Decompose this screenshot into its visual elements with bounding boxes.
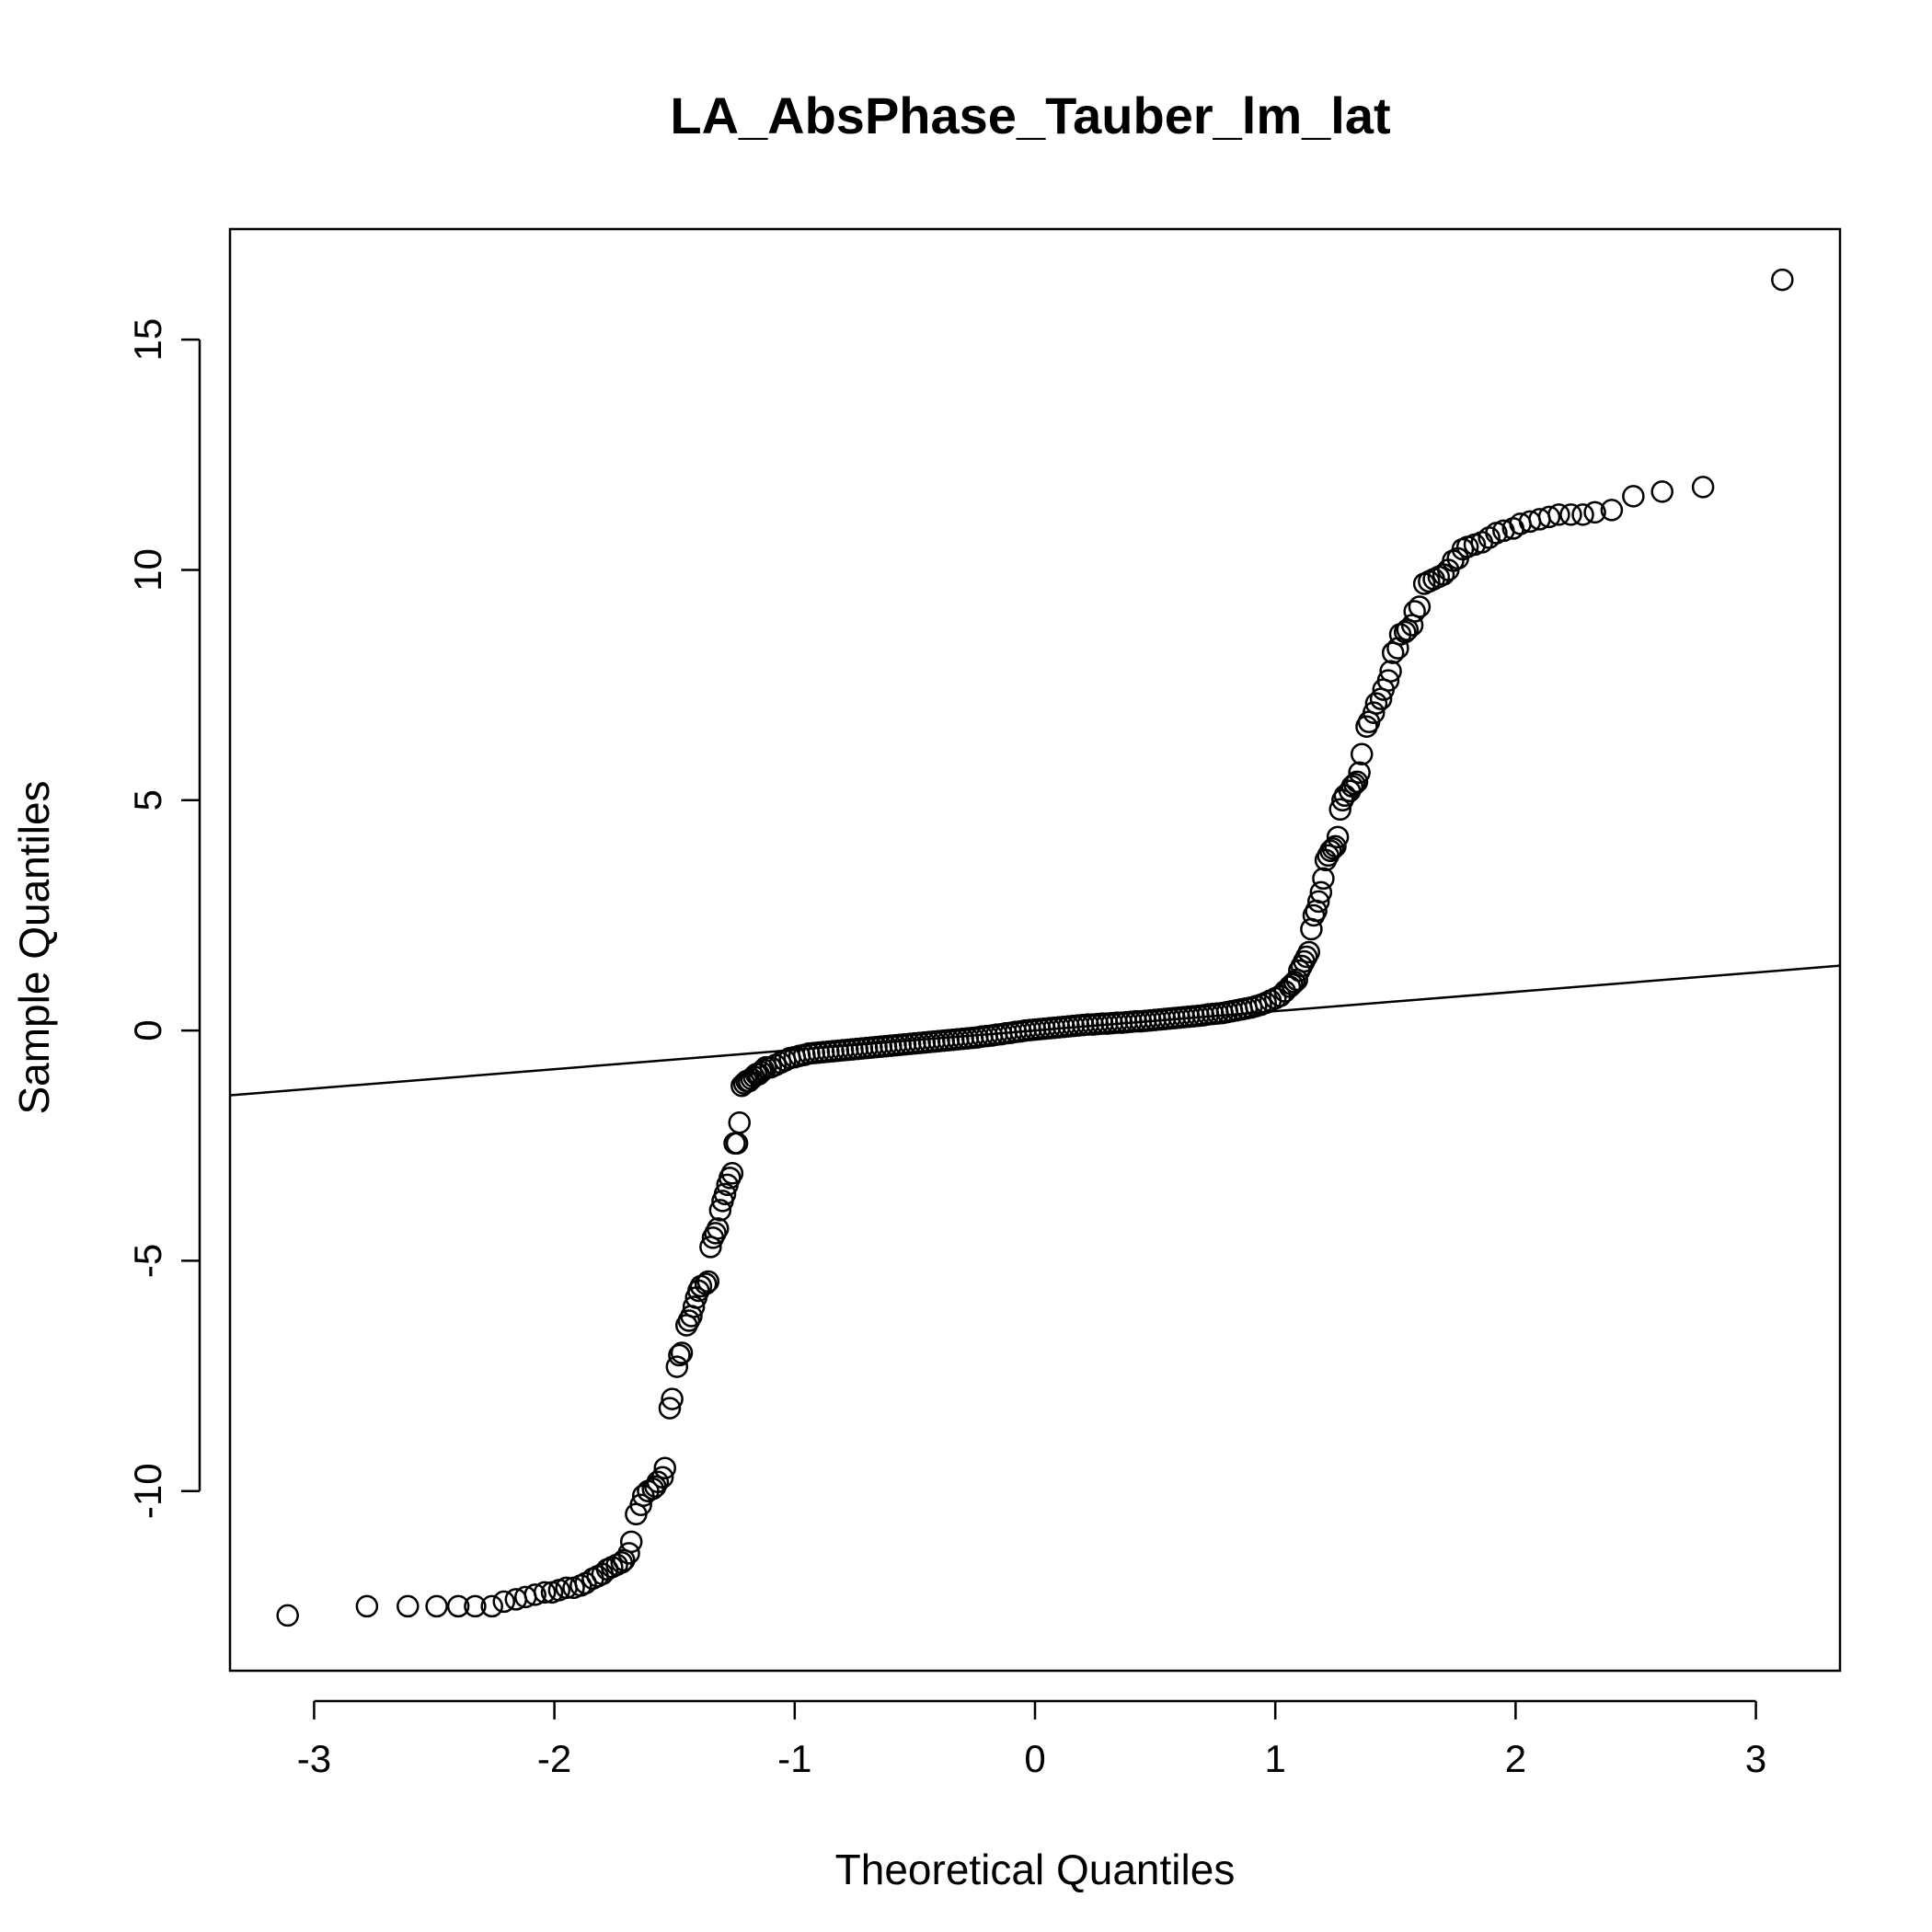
y-tick-label: 5: [126, 789, 169, 811]
data-point: [619, 1530, 643, 1554]
data-point: [1348, 761, 1371, 785]
data-point: [1350, 742, 1374, 765]
data-point: [1381, 641, 1405, 664]
data-point: [682, 1295, 706, 1318]
y-axis: -10 -5 0 5 10 15: [126, 318, 201, 1519]
data-point: [706, 1217, 730, 1240]
data-point: [629, 1493, 652, 1517]
data-point: [719, 1167, 742, 1190]
data-point: [646, 1470, 670, 1493]
y-tick-label: 15: [126, 318, 169, 362]
x-tick-label: 1: [1265, 1737, 1286, 1780]
x-tick-label: -1: [777, 1737, 811, 1780]
data-point: [1771, 268, 1794, 292]
chart-title: LA_AbsPhase_Tauber_lm_lat: [670, 86, 1390, 144]
x-axis: -3 -2 -1 0 1 2 3: [297, 1699, 1766, 1780]
data-point: [533, 1581, 557, 1604]
data-point: [1408, 595, 1432, 618]
data-point: [1345, 770, 1369, 794]
data-point: [728, 1110, 751, 1134]
data-point: [276, 1604, 299, 1627]
data-point: [1364, 692, 1388, 715]
data-point: [1328, 798, 1351, 822]
data-point: [1650, 480, 1673, 503]
data-point: [446, 1594, 470, 1618]
data-point: [1309, 880, 1333, 904]
data-point: [704, 1222, 727, 1245]
x-tick-label: 0: [1024, 1737, 1045, 1780]
data-point: [1376, 669, 1400, 692]
data-point: [1355, 715, 1378, 738]
plot-frame: [228, 227, 1842, 1673]
data-point: [1559, 503, 1582, 526]
data-point: [1343, 773, 1366, 796]
y-tick-label: -5: [126, 1244, 169, 1278]
data-point: [1379, 660, 1402, 683]
data-point: [617, 1542, 640, 1565]
x-tick-label: -2: [537, 1737, 571, 1780]
data-point: [1583, 500, 1606, 524]
y-axis-label: Sample Quantiles: [10, 780, 58, 1114]
data-point: [1302, 903, 1326, 927]
data-point: [713, 1182, 737, 1206]
data-point: [1622, 485, 1645, 508]
x-axis-label: Theoretical Quantiles: [835, 1846, 1236, 1893]
data-point: [1403, 600, 1426, 623]
data-point: [1294, 945, 1318, 969]
data-point: [480, 1594, 503, 1618]
data-point: [668, 1343, 691, 1367]
data-point: [1319, 839, 1342, 863]
data-point: [1691, 476, 1715, 499]
data-point: [1324, 834, 1347, 858]
data-point: [355, 1594, 379, 1618]
data-point: [670, 1341, 694, 1364]
y-tick-label: -10: [126, 1463, 169, 1519]
y-tick-label: 0: [126, 1019, 169, 1041]
data-point: [1537, 505, 1561, 529]
data-point: [677, 1309, 701, 1332]
data-point: [653, 1456, 677, 1479]
data-point: [397, 1594, 420, 1618]
data-point: [650, 1466, 674, 1489]
y-tick-label: 10: [126, 548, 169, 592]
data-point: [747, 1063, 770, 1086]
data-point: [1340, 775, 1364, 799]
data-point: [1363, 701, 1386, 724]
x-tick-label: -3: [297, 1737, 331, 1780]
data-point: [658, 1397, 682, 1420]
x-tick-label: 2: [1505, 1737, 1526, 1780]
x-tick-label: 3: [1745, 1737, 1766, 1780]
data-point: [1300, 917, 1323, 941]
data-point: [1571, 503, 1594, 526]
data-point: [1326, 825, 1350, 849]
data-point: [464, 1594, 487, 1618]
data-point: [694, 1272, 718, 1295]
data-point: [1393, 620, 1417, 644]
data-point: [1600, 499, 1624, 522]
data-point: [665, 1355, 689, 1378]
data-point: [492, 1590, 516, 1614]
data-point: [425, 1594, 448, 1618]
data-point: [720, 1162, 744, 1185]
data-point: [1312, 867, 1335, 891]
data-point: [1278, 975, 1302, 998]
data-point: [1470, 531, 1494, 554]
data-point: [1547, 503, 1570, 526]
data-point: [1297, 940, 1321, 964]
data-point: [523, 1583, 546, 1606]
data-point: [1321, 837, 1345, 860]
data-point: [1281, 972, 1304, 996]
data-point: [1306, 890, 1330, 914]
data-point: [661, 1387, 684, 1410]
data-point: [696, 1270, 720, 1294]
data-point: [708, 1199, 732, 1222]
